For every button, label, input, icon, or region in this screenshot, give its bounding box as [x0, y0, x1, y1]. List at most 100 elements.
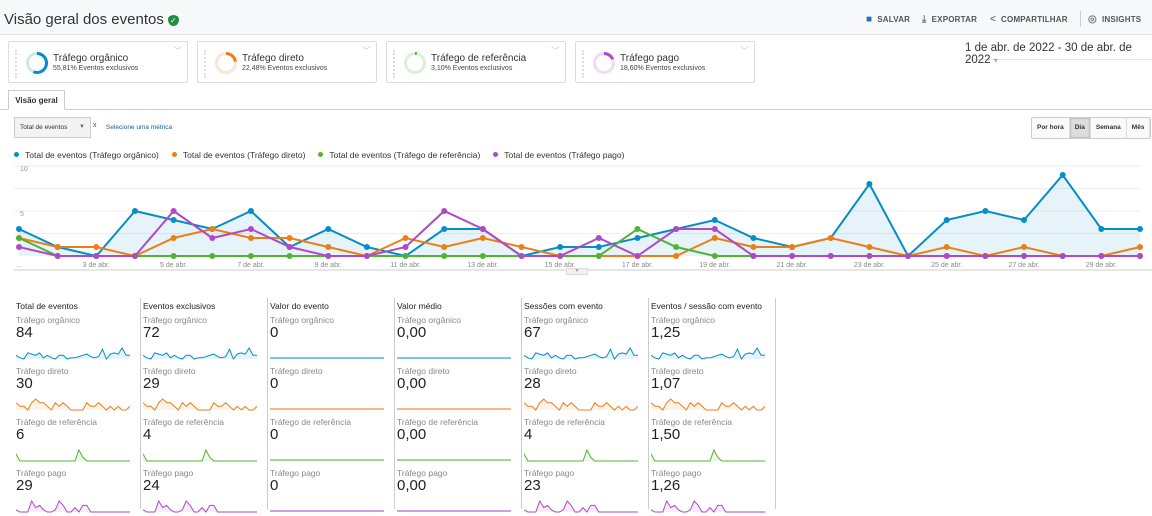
data-point[interactable] [750, 253, 757, 259]
data-point[interactable] [479, 235, 486, 241]
data-point[interactable] [363, 253, 370, 259]
data-point[interactable] [1137, 253, 1143, 259]
data-point[interactable] [16, 226, 22, 232]
data-point[interactable] [673, 244, 680, 250]
data-point[interactable] [286, 235, 293, 241]
data-point[interactable] [905, 253, 912, 259]
data-point[interactable] [982, 208, 989, 214]
data-point[interactable] [441, 208, 448, 214]
data-point[interactable] [441, 226, 448, 232]
insights-button[interactable]: ◎ INSIGHTS [1088, 14, 1142, 25]
data-point[interactable] [402, 235, 409, 241]
data-point[interactable] [286, 253, 293, 259]
period-week[interactable]: Semana [1091, 118, 1127, 138]
legend-item[interactable]: Total de eventos (Tráfego direto) [171, 150, 305, 160]
data-point[interactable] [209, 235, 216, 241]
tab-overview[interactable]: Visão geral [8, 90, 65, 110]
save-button[interactable]: ■ SALVAR [866, 14, 911, 25]
data-point[interactable] [982, 253, 989, 259]
data-point[interactable] [943, 244, 950, 250]
period-day[interactable]: Dia [1069, 118, 1091, 138]
chevron-down-icon[interactable]: ﹀ [172, 46, 182, 56]
data-point[interactable] [16, 235, 22, 241]
data-point[interactable] [170, 208, 177, 214]
data-point[interactable] [711, 253, 718, 259]
data-point[interactable] [479, 253, 486, 259]
export-button[interactable]: ⤓ EXPORTAR [922, 14, 978, 25]
data-point[interactable] [441, 253, 448, 259]
metric-segment[interactable]: Tráfego direto 0 [270, 366, 394, 414]
data-point[interactable] [479, 226, 486, 232]
metric-segment[interactable]: Tráfego direto 28 [524, 366, 648, 414]
data-point[interactable] [402, 253, 409, 259]
data-point[interactable] [363, 244, 370, 250]
chevron-down-icon[interactable]: ﹀ [361, 46, 371, 56]
data-point[interactable] [595, 253, 602, 259]
date-range-picker[interactable]: 1 de abr. de 2022 - 30 de abr. de 2022 ▾ [965, 42, 1152, 66]
data-point[interactable] [518, 244, 525, 250]
period-hour[interactable]: Por hora [1032, 118, 1070, 138]
data-point[interactable] [557, 253, 564, 259]
data-point[interactable] [325, 253, 332, 259]
data-point[interactable] [441, 244, 448, 250]
data-point[interactable] [170, 217, 177, 223]
metric-segment[interactable]: Tráfego de referência 6 [16, 417, 140, 465]
data-point[interactable] [1021, 217, 1028, 223]
chevron-down-icon[interactable]: ﹀ [550, 46, 560, 56]
data-point[interactable] [1137, 226, 1143, 232]
drag-handle[interactable] [582, 50, 584, 78]
data-point[interactable] [325, 226, 332, 232]
segment-card[interactable]: Tráfego orgânico 55,81% Eventos exclusiv… [8, 41, 188, 83]
segment-card[interactable]: Tráfego de referência 3,10% Eventos excl… [386, 41, 566, 83]
metric-segment[interactable]: Tráfego orgânico 67 [524, 315, 648, 363]
segment-card[interactable]: Tráfego direto 22,48% Eventos exclusivos… [197, 41, 377, 83]
data-point[interactable] [54, 244, 61, 250]
metric-segment[interactable]: Tráfego orgânico 1,25 [651, 315, 775, 363]
data-point[interactable] [673, 253, 680, 259]
metric-segment[interactable]: Tráfego orgânico 0 [270, 315, 394, 363]
data-point[interactable] [518, 253, 525, 259]
data-point[interactable] [634, 235, 641, 241]
data-point[interactable] [827, 235, 834, 241]
drag-handle[interactable] [204, 50, 206, 78]
data-point[interactable] [827, 253, 834, 259]
data-point[interactable] [1137, 244, 1143, 250]
drag-handle[interactable] [393, 50, 395, 78]
data-point[interactable] [943, 217, 950, 223]
data-point[interactable] [170, 253, 177, 259]
data-point[interactable] [402, 244, 409, 250]
legend-item[interactable]: Total de eventos (Tráfego pago) [493, 150, 624, 160]
data-point[interactable] [634, 226, 641, 232]
data-point[interactable] [595, 244, 602, 250]
data-point[interactable] [209, 253, 216, 259]
metric-segment[interactable]: Tráfego direto 1,07 [651, 366, 775, 414]
data-point[interactable] [789, 253, 796, 259]
metric-segment[interactable]: Tráfego de referência 0 [270, 417, 394, 465]
data-point[interactable] [247, 226, 254, 232]
data-point[interactable] [673, 226, 680, 232]
data-point[interactable] [325, 244, 332, 250]
metric-segment[interactable]: Tráfego orgânico 84 [16, 315, 140, 363]
select-metric-link[interactable]: Selecione uma métrica [106, 124, 173, 131]
data-point[interactable] [711, 217, 718, 223]
data-point[interactable] [1059, 172, 1066, 178]
data-point[interactable] [1021, 253, 1028, 259]
data-point[interactable] [247, 235, 254, 241]
remove-metric-button[interactable]: x [93, 122, 97, 129]
metric-segment[interactable]: Tráfego de referência 1,50 [651, 417, 775, 465]
drag-handle[interactable] [15, 50, 17, 78]
data-point[interactable] [866, 253, 873, 259]
data-point[interactable] [93, 253, 100, 259]
data-point[interactable] [54, 253, 61, 259]
metric-segment[interactable]: Tráfego direto 29 [143, 366, 267, 414]
data-point[interactable] [131, 253, 138, 259]
collapse-chart-handle[interactable]: ▼ [566, 268, 588, 275]
data-point[interactable] [866, 244, 873, 250]
data-point[interactable] [247, 253, 254, 259]
data-point[interactable] [286, 244, 293, 250]
metric-segment[interactable]: Tráfego direto 0,00 [397, 366, 521, 414]
legend-item[interactable]: Total de eventos (Tráfego de referência) [318, 150, 480, 160]
chevron-down-icon[interactable]: ﹀ [739, 46, 749, 56]
data-point[interactable] [711, 226, 718, 232]
metric-segment[interactable]: Tráfego direto 30 [16, 366, 140, 414]
